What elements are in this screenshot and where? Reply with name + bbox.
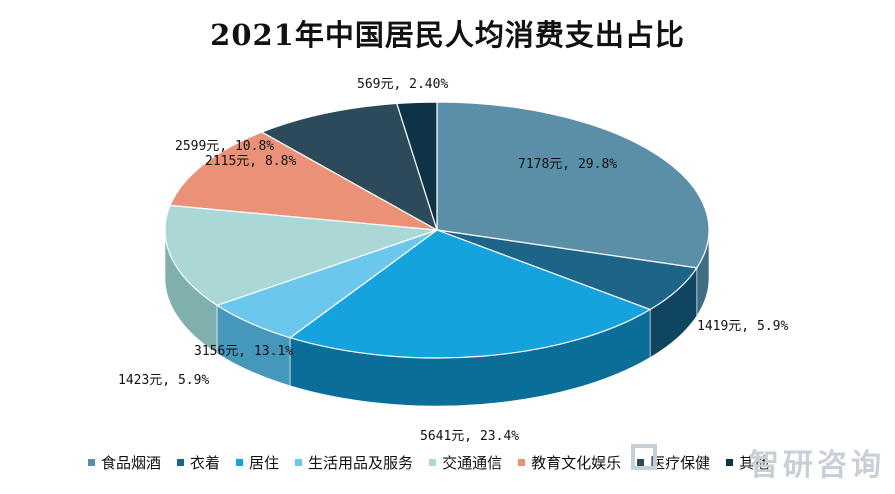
pie-sides — [164, 229, 710, 407]
legend-item-2: 居住 — [236, 452, 279, 473]
legend-item-3: 生活用品及服务 — [295, 452, 413, 473]
legend-item-6: 医疗保健 — [637, 452, 710, 473]
legend-item-7: 其他 — [726, 452, 769, 473]
legend-swatch-2 — [236, 459, 244, 466]
legend-label-3: 生活用品及服务 — [308, 454, 414, 472]
data-label-6: 2115元, 8.8% — [205, 154, 296, 169]
data-labels: 7178元, 29.8% 1419元, 5.9% 5641元, 23.4% 1423元… — [118, 77, 788, 444]
data-label-1: 1419元, 5.9% — [697, 319, 788, 334]
chart-title: 2021年中国居民人均消费支出占比 — [210, 18, 685, 52]
legend-swatch-3 — [295, 459, 303, 466]
legend-item-0: 食品烟酒 — [88, 452, 161, 473]
pie-tops — [164, 101, 710, 359]
legend-label-0: 食品烟酒 — [101, 454, 162, 472]
legend-swatch-1 — [177, 459, 185, 466]
pie-slice-0 — [436, 101, 710, 269]
legend-item-4: 交通通信 — [429, 452, 502, 473]
watermark-logo-icon — [631, 444, 657, 470]
pie-slice-5 — [169, 131, 438, 231]
legend-swatch-7 — [726, 459, 734, 466]
legend: 食品烟酒 衣着 居住 生活用品及服务 交通通信 教育文化娱乐 医疗保健 其他 — [88, 452, 888, 473]
legend-swatch-4 — [429, 459, 437, 466]
legend-label-1: 衣着 — [190, 454, 221, 472]
data-label-0: 7178元, 29.8% — [518, 157, 617, 172]
legend-item-5: 教育文化娱乐 — [518, 452, 621, 473]
data-label-2: 5641元, 23.4% — [420, 429, 519, 444]
watermark: 智研咨询 — [749, 448, 885, 483]
data-label-4: 3156元, 13.1% — [194, 344, 293, 359]
pie-slice-6 — [260, 102, 439, 232]
data-label-5: 2599元, 10.8% — [175, 139, 274, 154]
legend-swatch-6 — [637, 459, 645, 466]
legend-label-7: 其他 — [739, 454, 770, 472]
pie-slice-4 — [164, 204, 438, 307]
data-label-7: 569元, 2.40% — [357, 77, 448, 92]
legend-label-4: 交通通信 — [442, 454, 503, 472]
legend-swatch-5 — [518, 459, 526, 466]
legend-label-2: 居住 — [249, 454, 280, 472]
pie-slice-7 — [395, 101, 438, 231]
pie-slice-2 — [288, 229, 652, 359]
legend-swatch-0 — [88, 459, 95, 466]
legend-label-5: 教育文化娱乐 — [531, 454, 622, 472]
data-label-3: 1423元, 5.9% — [118, 373, 209, 388]
legend-item-1: 衣着 — [177, 452, 220, 473]
legend-label-6: 医疗保健 — [650, 454, 711, 472]
